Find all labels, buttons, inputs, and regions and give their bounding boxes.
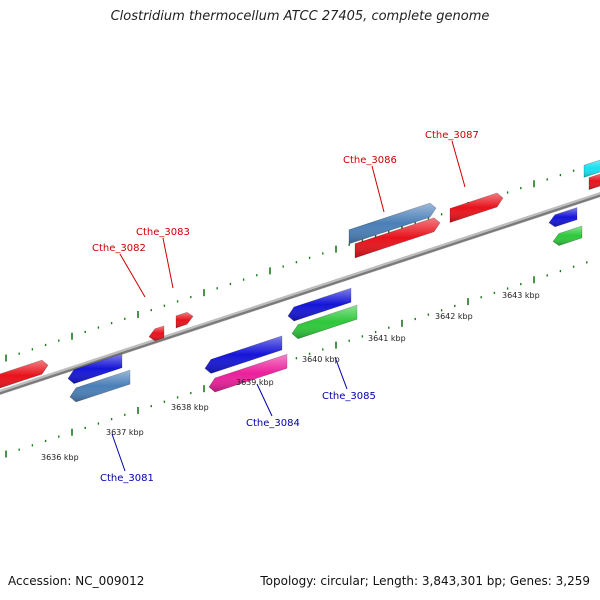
- scale-label-3637: 3637 kbp: [106, 428, 144, 437]
- leader-cthe-3084: [256, 383, 273, 417]
- scale-label-3639: 3639 kbp: [236, 378, 274, 387]
- leader-cthe-3082: [119, 253, 146, 298]
- gene-forward-steelblue-shade: [349, 203, 436, 244]
- gene-label-cthe-3082[interactable]: Cthe_3082: [92, 243, 146, 254]
- leader-cthe-3085: [334, 356, 348, 390]
- gene-reverse-blue-4-shade: [549, 207, 577, 227]
- gene-forward-red-right-shade: [589, 174, 600, 190]
- gene-label-cthe-3081[interactable]: Cthe_3081: [100, 473, 154, 484]
- accession-text: Accession: NC_009012: [8, 574, 145, 588]
- gene-cthe-3085-shade: [292, 305, 357, 339]
- scale-label-3638: 3638 kbp: [171, 403, 209, 412]
- gene-label-cthe-3084[interactable]: Cthe_3084: [246, 418, 300, 429]
- gene-forward-red-left-shade: [0, 360, 48, 388]
- scale-label-3643: 3643 kbp: [502, 291, 540, 300]
- scale-label-3640: 3640 kbp: [302, 355, 340, 364]
- gene-label-cthe-3085[interactable]: Cthe_3085: [322, 391, 376, 402]
- gene-label-cthe-3087[interactable]: Cthe_3087: [425, 130, 479, 141]
- gene-features: [0, 159, 600, 403]
- gene-label-cthe-3086[interactable]: Cthe_3086: [343, 155, 397, 166]
- leader-cthe-3081: [111, 433, 126, 472]
- gene-reverse-blue-1-shade: [68, 353, 122, 384]
- scale-label-3641: 3641 kbp: [368, 334, 406, 343]
- gene-reverse-blue-2-shade: [205, 335, 282, 374]
- scale-labels: 3636 kbp 3637 kbp 3638 kbp 3639 kbp 3640…: [41, 291, 540, 462]
- scale-label-3642: 3642 kbp: [435, 312, 473, 321]
- gene-reverse-blue-3-shade: [288, 288, 351, 321]
- leader-cthe-3086: [371, 165, 385, 213]
- gene-cthe-3083-shade: [176, 312, 193, 328]
- leader-cthe-3083: [162, 237, 174, 289]
- gene-cthe-3081-shade: [70, 370, 130, 402]
- map-title: Clostridium thermocellum ATCC 27405, com…: [110, 9, 490, 24]
- genome-summary-text: Topology: circular; Length: 3,843,301 bp…: [260, 574, 590, 588]
- backbone-core: [0, 194, 600, 395]
- gene-label-cthe-3083[interactable]: Cthe_3083: [136, 227, 190, 238]
- gene-cthe-3086-shade: [355, 217, 440, 258]
- gene-cthe-3082-shade: [149, 325, 164, 341]
- gene-forward-cyan-shade: [584, 160, 600, 178]
- gene-cthe-3084-shade: [209, 354, 287, 392]
- scale-label-3636: 3636 kbp: [41, 453, 79, 462]
- leader-cthe-3087: [451, 140, 466, 188]
- gene-reverse-green-right-shade: [553, 225, 582, 246]
- gene-cthe-3087-shade: [450, 193, 503, 223]
- gene-labels: Cthe_3082 Cthe_3083 Cthe_3086 Cthe_3087 …: [92, 130, 479, 484]
- genome-backbone: [0, 192, 600, 395]
- label-leaders: [111, 140, 466, 472]
